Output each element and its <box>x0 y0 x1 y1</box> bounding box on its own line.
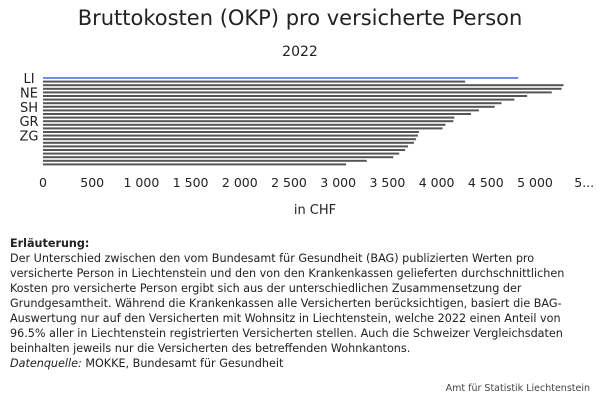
x-axis-label: in CHF <box>294 203 336 218</box>
x-tick-label: 2 000 <box>222 175 258 190</box>
source-line: Datenquelle: MOKKE, Bundesamt für Gesund… <box>10 356 590 371</box>
source-text: MOKKE, Bundesamt für Gesundheit <box>81 357 284 370</box>
bar-11 <box>43 113 472 115</box>
bar-9 <box>43 105 495 108</box>
y-tick-label: NE <box>20 86 38 101</box>
bar-21 <box>43 149 406 151</box>
bar-10 <box>43 109 479 112</box>
x-tick-label: 3 000 <box>320 175 356 190</box>
y-tick-label: LI <box>23 72 34 87</box>
chart-title: Bruttokosten (OKP) pro versicherte Perso… <box>77 6 523 30</box>
notes-block: Erläuterung: Der Unterschied zwischen de… <box>10 236 590 371</box>
x-tick-label: 1 500 <box>173 175 209 190</box>
chart-subtitle: 2022 <box>282 44 318 60</box>
bar-3 <box>43 84 564 87</box>
bar-20 <box>43 145 409 148</box>
x-tick-label: 1 000 <box>124 175 160 190</box>
bar-25 <box>43 163 347 166</box>
bar-8 <box>43 102 502 105</box>
bar-1 <box>43 77 519 79</box>
notes-heading: Erläuterung: <box>10 237 90 250</box>
bar-4 <box>43 87 562 90</box>
notes-line-6: 96.5% aller in Liechtenstein registriert… <box>10 327 563 340</box>
source-label: Datenquelle: <box>10 357 82 370</box>
bar-19 <box>43 141 414 144</box>
notes-line-3: Kosten pro versicherte Person ergibt sic… <box>10 282 522 295</box>
bar-17 <box>43 134 418 137</box>
bar-5 <box>43 91 552 94</box>
bar-7 <box>43 98 515 101</box>
notes-line-1: Der Unterschied zwischen den vom Bundesa… <box>10 252 535 265</box>
bar-2 <box>43 80 466 83</box>
notes-line-4: Grundgesamtheit. Während die Krankenkass… <box>10 297 562 310</box>
x-tick-label: 4 500 <box>468 175 504 190</box>
bar-22 <box>43 152 400 155</box>
bar-23 <box>43 156 394 159</box>
bar-6 <box>43 95 528 97</box>
notes-line-2: versicherte Person in Liechtenstein und … <box>10 267 565 280</box>
x-tick-label: 0 <box>39 175 47 190</box>
x-tick-label: 3 500 <box>370 175 406 190</box>
bar-16 <box>43 131 419 133</box>
bar-14 <box>43 123 446 126</box>
notes-line-7: beinhalten jeweils nur die Versicherten … <box>10 342 411 355</box>
bar-24 <box>43 159 367 162</box>
y-tick-label: ZG <box>20 130 39 145</box>
y-tick-label: GR <box>19 115 38 130</box>
credit-text: Amt für Statistik Liechtenstein <box>445 383 590 394</box>
x-tick-label: 500 <box>80 175 104 190</box>
bar-15 <box>43 127 443 130</box>
bar-18 <box>43 138 416 141</box>
x-tick-label: 5... <box>574 175 594 190</box>
x-tick-label: 2 500 <box>271 175 307 190</box>
notes-line-5: Auswertung nur auf den Versicherten mit … <box>10 312 561 325</box>
bar-13 <box>43 120 454 123</box>
bar-12 <box>43 116 455 119</box>
x-tick-label: 5 000 <box>517 175 553 190</box>
y-tick-label: SH <box>20 101 38 116</box>
x-tick-label: 4 000 <box>419 175 455 190</box>
